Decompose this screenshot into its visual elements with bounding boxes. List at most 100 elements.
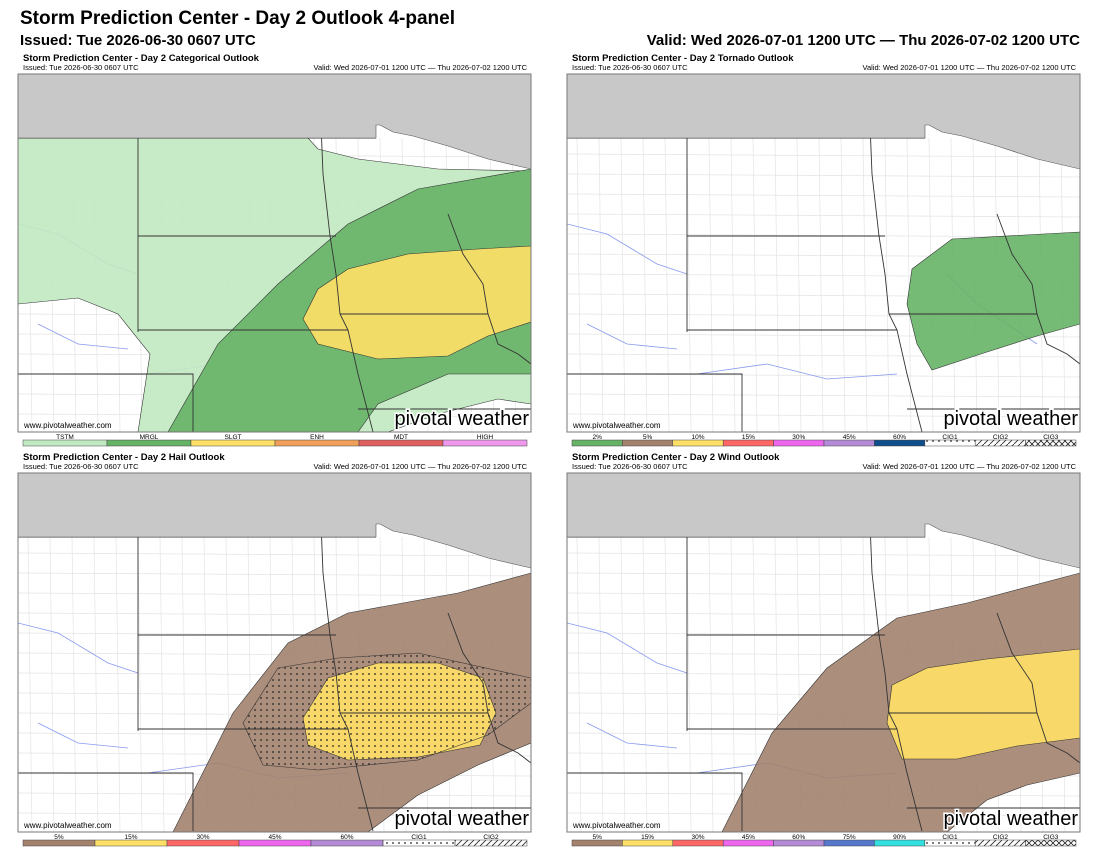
page-title: Storm Prediction Center - Day 2 Outlook … [20, 8, 455, 29]
legend-label: CIG3 [1043, 434, 1059, 441]
legend-label: SLGT [225, 434, 242, 441]
county-line [567, 173, 1080, 178]
river [586, 722, 678, 749]
county-line [906, 137, 912, 432]
county-line [567, 193, 1080, 198]
county-line [93, 536, 99, 832]
map-body: www.pivotalweather.com pivotal weather [18, 74, 531, 432]
state-line [447, 213, 531, 365]
county-line [598, 536, 604, 832]
legend-label: 10% [691, 434, 704, 441]
map-border [17, 73, 532, 433]
county-line [884, 137, 890, 432]
state-line [18, 772, 194, 831]
county-line [620, 536, 626, 832]
outlook-area [242, 652, 531, 771]
county-line [620, 137, 626, 432]
map-border [17, 472, 532, 833]
county-line [730, 137, 736, 432]
watermark: pivotal weather [943, 808, 1078, 830]
panel-title: Storm Prediction Center - Day 2 Tornado … [572, 53, 794, 64]
river [567, 223, 688, 275]
panel-issued: Issued: Tue 2026-06-30 0607 UTC [23, 462, 139, 471]
legend-label: MRGL [140, 434, 159, 441]
legend-label: 5% [54, 834, 64, 841]
county-line [567, 552, 1080, 557]
legend-label: ENH [310, 434, 324, 441]
watermark: pivotal weather [943, 408, 1078, 430]
outlook-area [302, 245, 531, 360]
canada [567, 473, 1080, 569]
map: www.pivotalweather.com pivotal weather [17, 472, 532, 833]
legend-label: CIG1 [411, 834, 427, 841]
county-line [642, 536, 648, 832]
legend-label: 30% [196, 834, 209, 841]
panel-title: Storm Prediction Center - Day 2 Hail Out… [23, 452, 225, 463]
state-line [18, 373, 194, 432]
url: www.pivotalweather.com [23, 821, 112, 830]
panel-issued: Issued: Tue 2026-06-30 0607 UTC [23, 63, 139, 72]
legend-label: 45% [843, 434, 856, 441]
legend-label: 30% [792, 434, 805, 441]
county-line [796, 137, 802, 432]
state-line [447, 612, 531, 764]
county-line [18, 572, 531, 577]
state-line [869, 123, 923, 432]
county-line [664, 137, 670, 432]
legend-label: 60% [792, 834, 805, 841]
county-line [567, 353, 1080, 358]
state-line [567, 772, 743, 831]
canada [18, 74, 531, 170]
map: www.pivotalweather.com pivotal weather [566, 472, 1081, 833]
map: www.pivotalweather.com pivotal weather [566, 73, 1081, 433]
county-line [598, 137, 604, 432]
river [586, 323, 678, 350]
river [18, 622, 139, 674]
panel-valid: Valid: Wed 2026-07-01 1200 UTC — Thu 202… [314, 462, 528, 471]
county-line [664, 536, 670, 832]
panel-valid: Valid: Wed 2026-07-01 1200 UTC — Thu 202… [863, 63, 1077, 72]
legend-label: 15% [641, 834, 654, 841]
panel-title: Storm Prediction Center - Day 2 Categori… [23, 53, 260, 64]
legend-label: 45% [268, 834, 281, 841]
state-line [320, 522, 374, 832]
county-line [862, 137, 868, 432]
legend-label: 15% [124, 834, 137, 841]
county-line [49, 536, 55, 832]
county-line [774, 137, 780, 432]
county-line [708, 137, 714, 432]
url: www.pivotalweather.com [572, 821, 661, 830]
legend-label: 60% [340, 834, 353, 841]
canada [567, 74, 1080, 170]
map-body: www.pivotalweather.com pivotal weather [567, 74, 1080, 432]
county-line [642, 137, 648, 432]
county-line [576, 137, 582, 432]
legend-swatch [454, 839, 528, 847]
legend-label: TSTM [56, 434, 74, 441]
legend-label: 90% [893, 834, 906, 841]
legend-label: CIG2 [993, 834, 1009, 841]
legend-label: HIGH [477, 434, 494, 441]
legend-label: CIG2 [483, 834, 499, 841]
river [37, 323, 129, 350]
county-line [567, 373, 1080, 378]
map-body: www.pivotalweather.com pivotal weather [18, 473, 531, 832]
legend-label: 60% [893, 434, 906, 441]
county-line [27, 536, 33, 832]
county-line [137, 536, 143, 832]
county-line [567, 213, 1080, 218]
state-line [320, 123, 374, 432]
river [567, 622, 688, 674]
legend-label: 45% [742, 834, 755, 841]
url: www.pivotalweather.com [23, 421, 112, 430]
county-line [567, 413, 1080, 418]
map-border [566, 73, 1081, 433]
legend-swatch [442, 439, 528, 447]
county-line [567, 572, 1080, 577]
county-line [818, 137, 824, 432]
state-line [869, 522, 923, 832]
legend-swatch [1025, 439, 1077, 447]
map-border [566, 472, 1081, 833]
map: www.pivotalweather.com pivotal weather [17, 73, 532, 433]
